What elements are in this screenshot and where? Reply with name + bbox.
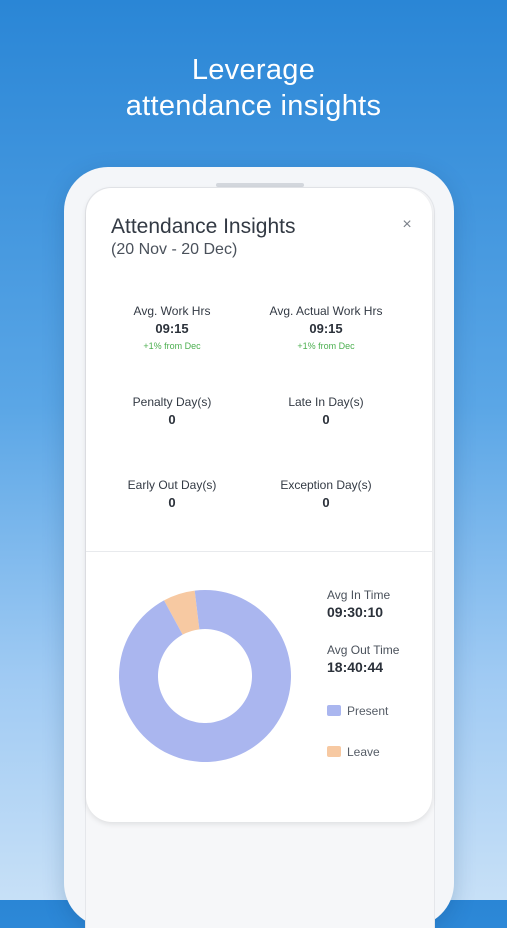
legend-item-leave: Leave bbox=[327, 743, 380, 759]
phone-screen: Attendance Insights (20 Nov - 20 Dec) × … bbox=[85, 187, 435, 928]
legend-swatch-leave bbox=[327, 746, 341, 758]
stat-value: 0 bbox=[322, 412, 330, 427]
stat-early-out-days: Early Out Day(s) 0 bbox=[87, 477, 257, 512]
stat-delta: +1% from Dec bbox=[297, 341, 355, 351]
stat-delta: +1% from Dec bbox=[143, 341, 201, 351]
donut-slice-present bbox=[118, 590, 291, 762]
promo-headline: Leverage attendance insights bbox=[0, 52, 507, 124]
stat-avg-actual-work-hrs: Avg. Actual Work Hrs 09:15 +1% from Dec bbox=[241, 303, 411, 353]
legend-swatch-present bbox=[327, 705, 341, 717]
stat-value: 09:15 bbox=[309, 321, 343, 336]
legend-label: Leave bbox=[347, 744, 380, 759]
stat-label: Avg. Actual Work Hrs bbox=[269, 304, 383, 318]
section-divider bbox=[86, 551, 432, 552]
attendance-donut-chart bbox=[118, 590, 291, 762]
avg-in-time-label: Avg In Time bbox=[327, 588, 391, 602]
stat-exception-days: Exception Day(s) 0 bbox=[241, 477, 411, 512]
stat-label: Early Out Day(s) bbox=[127, 478, 217, 492]
stat-label: Exception Day(s) bbox=[280, 478, 372, 492]
stat-value: 0 bbox=[168, 412, 176, 427]
stat-label: Avg. Work Hrs bbox=[133, 304, 211, 318]
insights-title: Attendance Insights bbox=[111, 215, 296, 238]
promo-line-1: Leverage bbox=[191, 54, 316, 86]
stat-late-in-days: Late In Day(s) 0 bbox=[241, 394, 411, 429]
stat-label: Late In Day(s) bbox=[288, 395, 364, 409]
stat-label: Penalty Day(s) bbox=[132, 395, 212, 409]
stat-avg-work-hrs: Avg. Work Hrs 09:15 +1% from Dec bbox=[87, 303, 257, 353]
attendance-insights-card: Attendance Insights (20 Nov - 20 Dec) × … bbox=[86, 188, 432, 822]
avg-out-time-value: 18:40:44 bbox=[327, 659, 384, 675]
legend-item-present: Present bbox=[327, 702, 388, 718]
phone-frame: Attendance Insights (20 Nov - 20 Dec) × … bbox=[64, 167, 454, 928]
avg-in-time-value: 09:30:10 bbox=[327, 604, 384, 620]
stat-penalty-days: Penalty Day(s) 0 bbox=[87, 394, 257, 429]
legend-label: Present bbox=[347, 703, 389, 718]
avg-out-time-label: Avg Out Time bbox=[327, 643, 400, 657]
close-icon[interactable]: × bbox=[402, 216, 412, 233]
donut-slice-leave bbox=[163, 590, 200, 635]
stat-value: 0 bbox=[168, 495, 176, 510]
phone-speaker bbox=[216, 183, 304, 187]
stat-value: 0 bbox=[322, 495, 330, 510]
insights-date-range: (20 Nov - 20 Dec) bbox=[111, 241, 238, 258]
stat-value: 09:15 bbox=[155, 321, 189, 336]
promo-line-2: attendance insights bbox=[125, 90, 382, 122]
